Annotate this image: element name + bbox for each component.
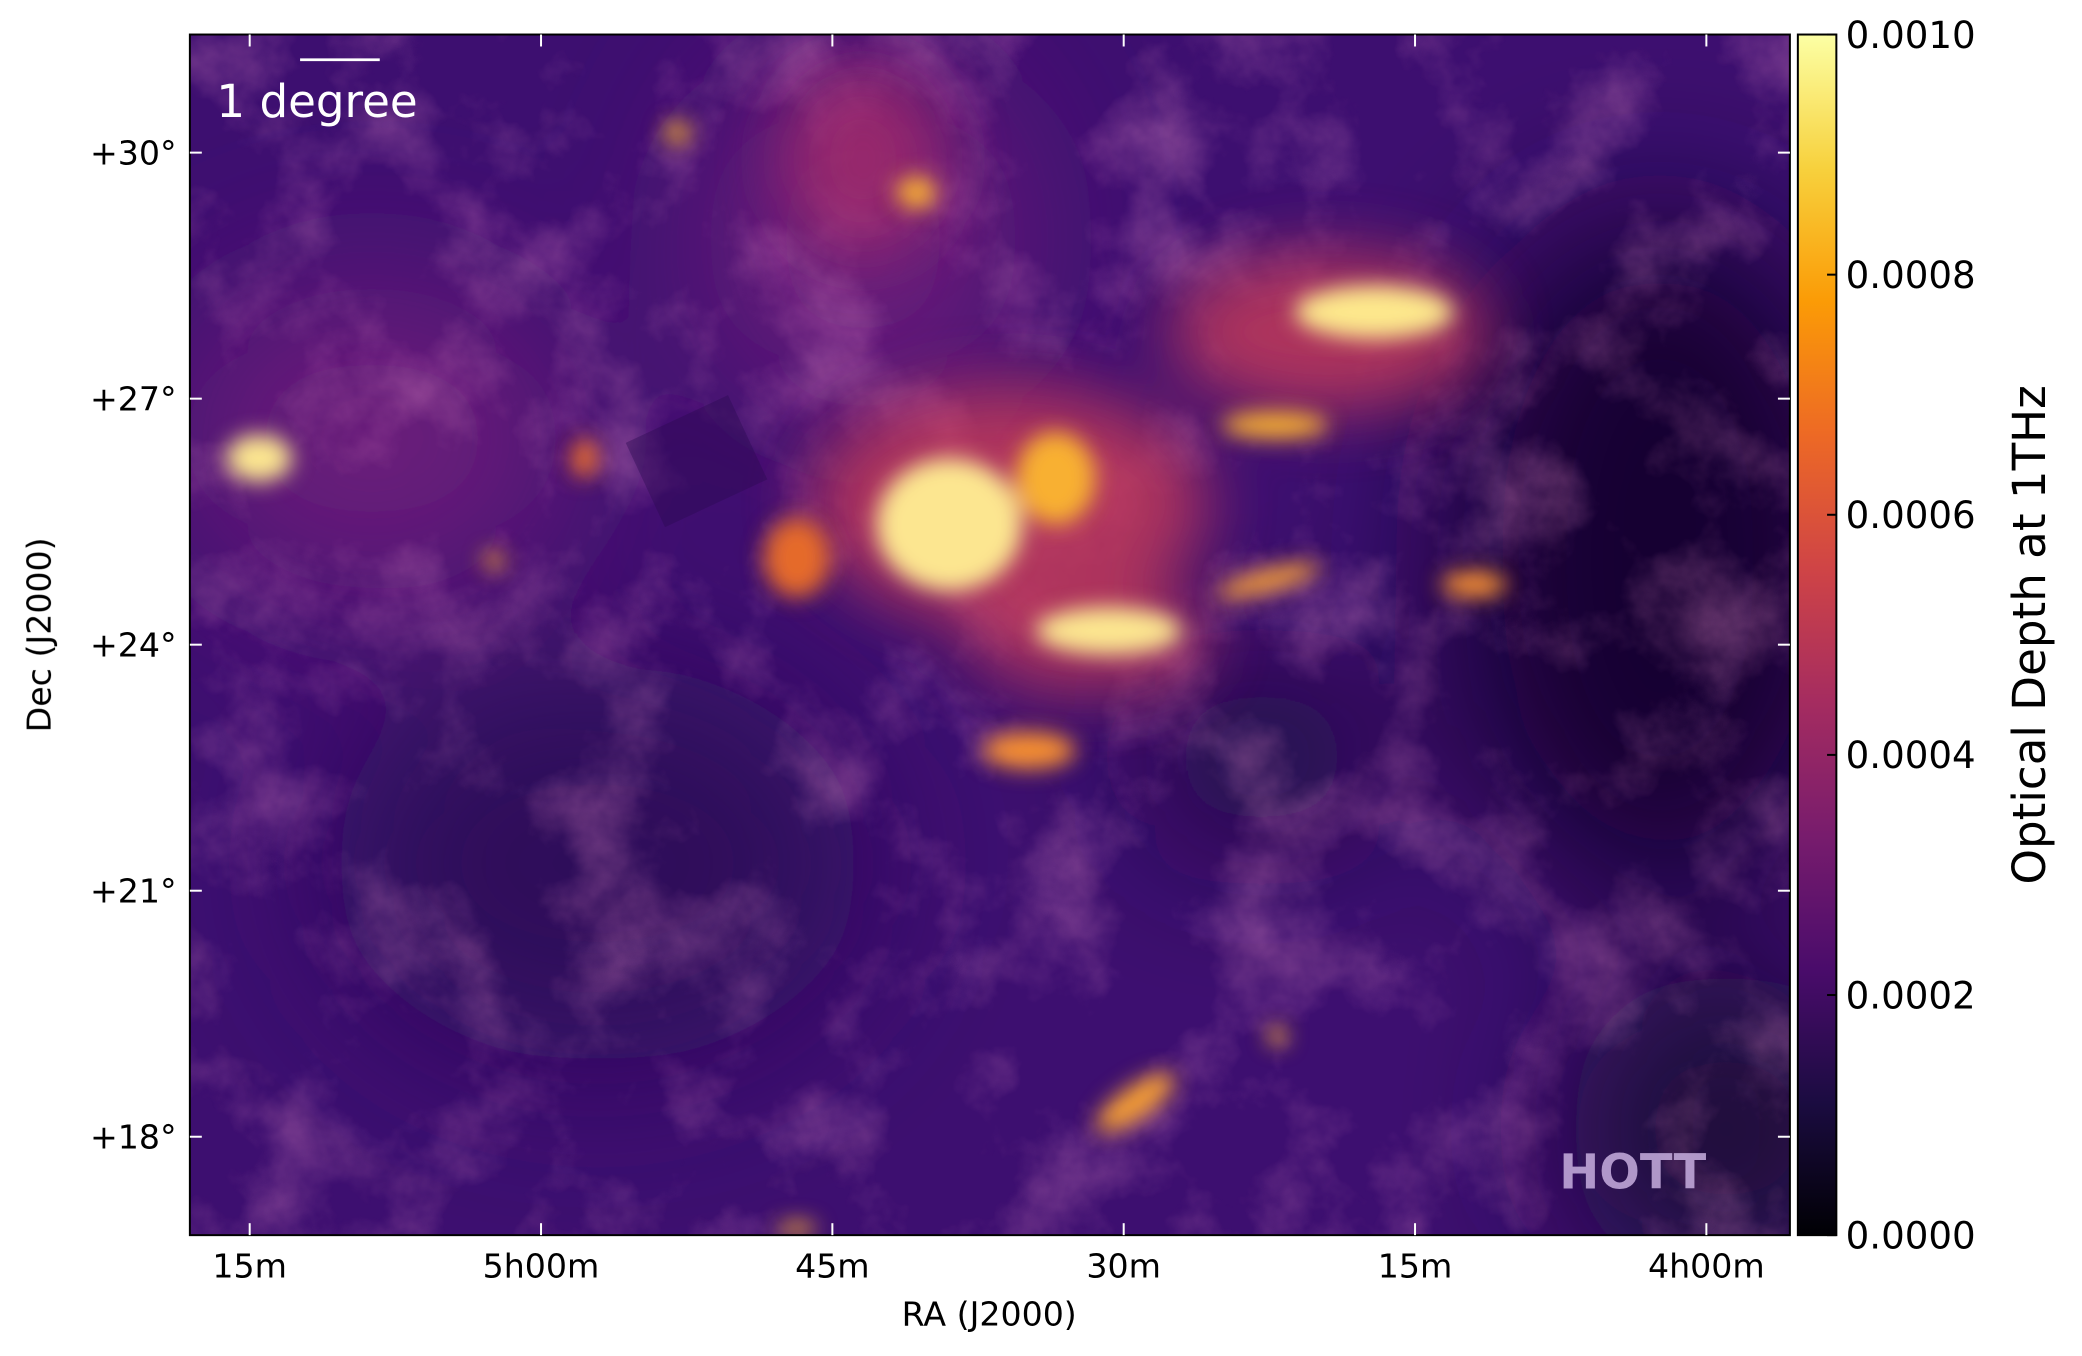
x-tick-label: 15m bbox=[212, 1247, 287, 1286]
y-tick-label: +21° bbox=[90, 872, 177, 911]
colorbar-label: Optical Depth at 1THz bbox=[2003, 385, 2056, 884]
x-tick-label: 5h00m bbox=[483, 1247, 600, 1286]
optical-depth-map bbox=[189, 34, 1790, 1236]
colorbar-tick-label: 0.0004 bbox=[1846, 733, 1976, 777]
colorbar bbox=[1796, 33, 1838, 1237]
x-tick-label: 45m bbox=[795, 1247, 870, 1286]
x-tick-label: 4h00m bbox=[1648, 1247, 1765, 1286]
y-tick-label: +30° bbox=[90, 134, 177, 173]
x-tick-label: 15m bbox=[1378, 1247, 1453, 1286]
y-tick-label: +27° bbox=[90, 380, 177, 419]
colorbar-tick-label: 0.0006 bbox=[1846, 493, 1976, 537]
watermark: HOTT bbox=[1559, 1146, 1706, 1201]
y-axis-label: Dec (J2000) bbox=[19, 537, 58, 732]
plot-frame bbox=[188, 33, 1791, 1237]
colorbar-tick-label: 0.0000 bbox=[1846, 1213, 1976, 1257]
y-tick-label: +18° bbox=[90, 1118, 177, 1157]
colorbar-tick-label: 0.0008 bbox=[1846, 253, 1976, 297]
x-tick-label: 30m bbox=[1086, 1247, 1161, 1286]
colorbar-tick-label: 0.0010 bbox=[1846, 13, 1976, 57]
x-axis-label: RA (J2000) bbox=[902, 1294, 1077, 1333]
scale-label: 1 degree bbox=[216, 75, 417, 128]
y-tick-label: +24° bbox=[90, 626, 177, 665]
colorbar-tick-label: 0.0002 bbox=[1846, 973, 1976, 1017]
